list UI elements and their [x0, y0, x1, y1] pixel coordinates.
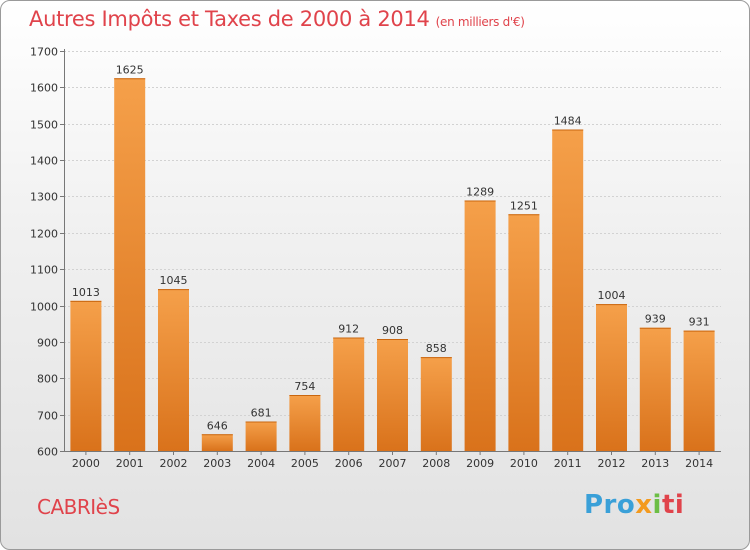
x-tick-label: 2004	[247, 457, 275, 470]
y-tick-label: 1000	[30, 301, 58, 314]
x-tick-label: 2014	[685, 457, 713, 470]
bar	[201, 434, 233, 451]
chart-title-text: Autres Impôts et Taxes de 2000 à 2014	[29, 7, 430, 31]
x-tick-label: 2006	[335, 457, 363, 470]
x-tick-label: 2008	[422, 457, 450, 470]
bar-value-label: 1004	[598, 289, 626, 302]
bar	[377, 339, 408, 451]
bar-value-label: 754	[294, 380, 315, 393]
bar	[70, 300, 102, 451]
y-tick-label: 600	[37, 446, 58, 459]
x-tick-label: 2007	[379, 457, 407, 470]
bar-value-label: 1013	[72, 286, 100, 299]
y-tick-label: 1200	[30, 228, 58, 241]
x-tick-label: 2002	[160, 457, 188, 470]
bar	[420, 357, 452, 451]
bar	[508, 214, 540, 451]
x-tick-label: 2013	[641, 457, 669, 470]
bar-value-label: 681	[251, 407, 272, 420]
bar	[289, 395, 321, 451]
x-tick-label: 2012	[598, 457, 626, 470]
x-tick-label: 2000	[72, 457, 100, 470]
y-tick-label: 1100	[30, 264, 58, 277]
x-tick-label: 2011	[554, 457, 582, 470]
y-tick-label: 700	[37, 410, 58, 423]
bar-value-label: 939	[645, 313, 666, 326]
town-name: CABRIèS	[37, 495, 120, 519]
x-tick-label: 2005	[291, 457, 319, 470]
bar-value-label: 908	[382, 324, 403, 337]
proxiti-logo: Proxiti	[584, 490, 685, 520]
y-tick-label: 1600	[30, 82, 58, 95]
labels: 600 700 800 900 1000 1100 1200 1300 1400 1500 1600…	[30, 46, 713, 471]
y-tick-label: 800	[37, 373, 58, 386]
y-tick-label: 1300	[30, 191, 58, 204]
chart-unit: (en milliers d'€)	[435, 15, 525, 29]
bar	[158, 289, 189, 451]
bar	[552, 129, 584, 451]
bar	[596, 304, 627, 451]
x-tick-label: 2001	[116, 457, 144, 470]
y-tick-label: 1500	[30, 119, 58, 132]
bar-value-label: 646	[207, 419, 228, 432]
bar	[114, 78, 146, 451]
bar	[464, 200, 496, 451]
bar	[245, 421, 277, 451]
bar-value-label: 858	[426, 342, 447, 355]
bar-value-label: 1484	[554, 115, 582, 128]
bar-value-label: 912	[338, 323, 359, 336]
x-tick-label: 2009	[466, 457, 494, 470]
x-tick-label: 2003	[203, 457, 231, 470]
bar	[639, 327, 671, 451]
bar-value-label: 931	[689, 316, 710, 329]
x-tick-label: 2010	[510, 457, 538, 470]
chart-title: Autres Impôts et Taxes de 2000 à 2014 (en…	[29, 7, 525, 31]
y-tick-label: 1400	[30, 155, 58, 168]
bar	[333, 337, 365, 451]
bar-value-label: 1251	[510, 199, 538, 212]
bar	[683, 330, 715, 451]
bars	[70, 78, 715, 451]
bar-value-label: 1625	[116, 63, 144, 76]
axes	[60, 49, 721, 455]
y-tick-label: 1700	[30, 46, 58, 59]
bar-value-label: 1045	[160, 274, 188, 287]
bar-value-label: 1289	[466, 185, 494, 198]
y-tick-label: 900	[37, 337, 58, 350]
